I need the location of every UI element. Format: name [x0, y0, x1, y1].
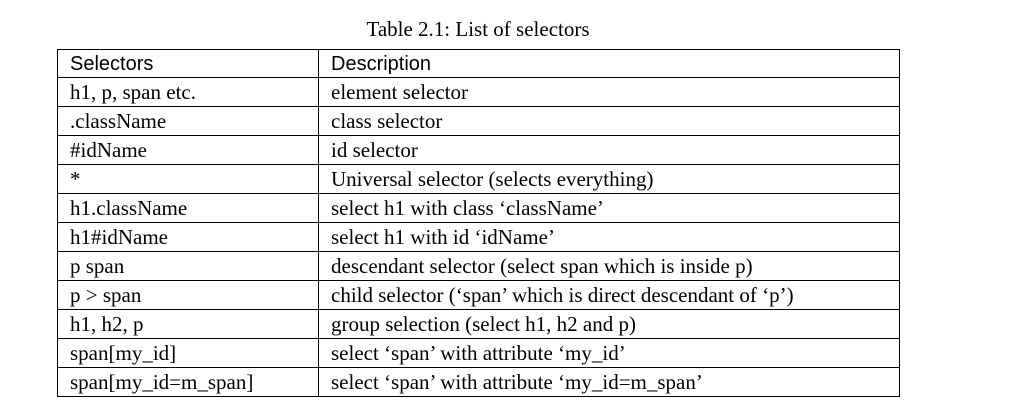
table-row: span[my_id] select ‘span’ with attribute… [57, 338, 900, 368]
header-description: Description [318, 49, 900, 78]
selector-cell: * [57, 164, 319, 194]
description-cell: select h1 with class ‘className’ [318, 193, 900, 223]
description-cell: descendant selector (select span which i… [318, 251, 900, 281]
description-cell: select ‘span’ with attribute ‘my_id’ [318, 338, 900, 368]
selectors-table: Selectors Description h1, p, span etc. e… [57, 49, 900, 397]
selector-cell: span[my_id] [57, 338, 319, 368]
description-cell: group selection (select h1, h2 and p) [318, 309, 900, 339]
selector-cell: span[my_id=m_span] [57, 367, 319, 397]
table-header-row: Selectors Description [57, 49, 900, 78]
selector-cell: .className [57, 106, 319, 136]
table-row: #idName id selector [57, 135, 900, 165]
description-cell: class selector [318, 106, 900, 136]
selector-cell: p > span [57, 280, 319, 310]
selector-cell: h1.className [57, 193, 319, 223]
description-cell: element selector [318, 77, 900, 107]
table-row: span[my_id=m_span] select ‘span’ with at… [57, 367, 900, 397]
selector-cell: p span [57, 251, 319, 281]
selector-cell: h1, h2, p [57, 309, 319, 339]
table-row: h1#idName select h1 with id ‘idName’ [57, 222, 900, 252]
table-row: p > span child selector (‘span’ which is… [57, 280, 900, 310]
header-selectors: Selectors [57, 49, 319, 78]
table-row: h1, h2, p group selection (select h1, h2… [57, 309, 900, 339]
selector-cell: h1, p, span etc. [57, 77, 319, 107]
table-row: h1.className select h1 with class ‘class… [57, 193, 900, 223]
selector-cell: h1#idName [57, 222, 319, 252]
description-cell: select h1 with id ‘idName’ [318, 222, 900, 252]
description-cell: select ‘span’ with attribute ‘my_id=m_sp… [318, 367, 900, 397]
table-caption: Table 2.1: List of selectors [366, 17, 590, 41]
description-cell: Universal selector (selects everything) [318, 164, 900, 194]
table-row: p span descendant selector (select span … [57, 251, 900, 281]
description-cell: id selector [318, 135, 900, 165]
table-row: h1, p, span etc. element selector [57, 77, 900, 107]
table-row: .className class selector [57, 106, 900, 136]
table-row: * Universal selector (selects everything… [57, 164, 900, 194]
selector-cell: #idName [57, 135, 319, 165]
description-cell: child selector (‘span’ which is direct d… [318, 280, 900, 310]
